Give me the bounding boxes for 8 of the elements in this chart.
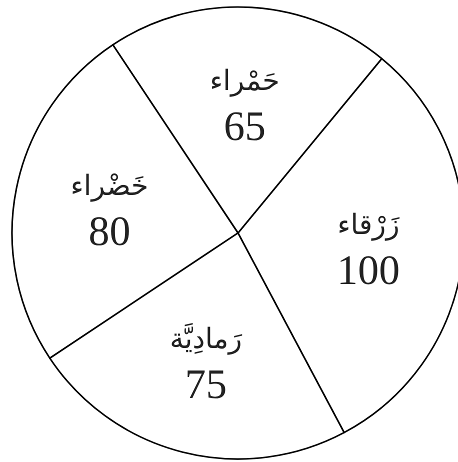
slice-label: زَرْقاء <box>337 208 400 242</box>
data-label: 80 <box>88 209 130 256</box>
slice-label: رَمادِيَّة <box>170 322 242 356</box>
data-label: 65 <box>224 104 266 150</box>
data-label: 75 <box>184 362 227 408</box>
data-label: 100 <box>336 248 400 294</box>
slice-label: حَمْراء <box>210 64 280 98</box>
slice-label: خَضْراء <box>70 169 148 202</box>
